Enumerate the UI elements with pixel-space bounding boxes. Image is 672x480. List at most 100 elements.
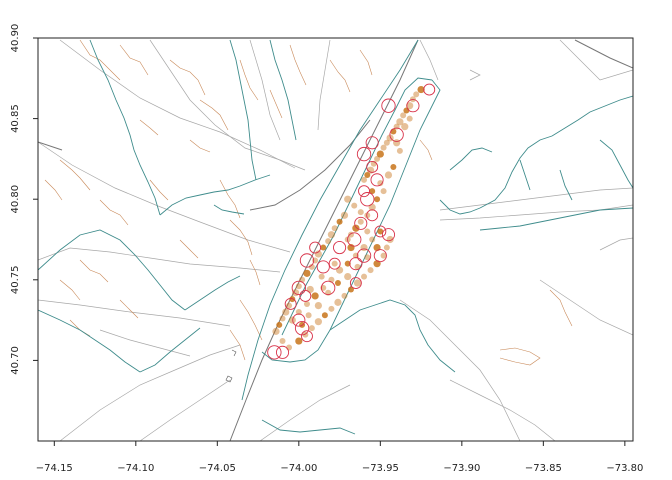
data-point (413, 91, 420, 98)
data-point (380, 144, 387, 151)
data-point (328, 305, 335, 312)
data-point (295, 337, 303, 345)
open-circle-point (333, 241, 347, 255)
data-point (364, 228, 371, 235)
data-point (400, 112, 407, 119)
data-point (336, 218, 343, 225)
open-circle-point (291, 280, 306, 296)
data-point (295, 309, 302, 316)
open-circle-point (373, 249, 387, 263)
data-point (340, 211, 349, 219)
y-tick-label: 40.90 (10, 24, 21, 53)
boundary-lines (38, 39, 633, 441)
data-point (320, 244, 327, 251)
open-circle-point (321, 280, 336, 296)
data-point (383, 244, 390, 251)
data-point (352, 224, 360, 232)
y-axis: 40.70 40.75 40.80 40.85 40.90 (10, 24, 38, 375)
open-circle-point (354, 216, 368, 230)
data-point (353, 279, 362, 287)
open-circle-point (381, 98, 396, 113)
open-circle-point (370, 173, 384, 187)
open-circle-point (374, 225, 387, 238)
data-point (377, 228, 384, 235)
open-circle-point (356, 248, 372, 263)
y-tick-label: 40.80 (10, 185, 21, 214)
highway-lines (38, 39, 633, 441)
data-point (291, 289, 300, 297)
data-point (369, 188, 376, 195)
data-point (396, 147, 403, 154)
data-point (308, 263, 315, 270)
data-point (308, 325, 315, 332)
open-circle-point (360, 192, 375, 207)
data-point (318, 273, 325, 280)
data-point (314, 301, 322, 310)
data-point (386, 235, 394, 244)
data-point (327, 231, 336, 239)
data-point (380, 252, 387, 259)
data-point (374, 196, 381, 203)
open-circle-point (347, 232, 362, 247)
data-point (314, 318, 322, 326)
shore-outline (225, 349, 237, 383)
x-tick-label: −74.10 (117, 463, 154, 474)
data-point (401, 123, 409, 131)
data-point (314, 250, 322, 258)
data-point (369, 236, 376, 243)
data-point (390, 163, 397, 170)
data-point (393, 139, 401, 147)
data-point (380, 188, 387, 195)
open-circle-point (275, 345, 290, 359)
plot-frame (37, 37, 634, 442)
data-point (286, 344, 293, 351)
open-circle-point (423, 83, 436, 96)
data-point (367, 267, 374, 274)
x-tick-label: −73.90 (443, 463, 480, 474)
data-point (305, 312, 312, 319)
open-circle-point (358, 185, 370, 198)
data-point (279, 315, 286, 322)
open-circles-layer (267, 83, 436, 360)
y-tick-label: 40.70 (10, 346, 21, 375)
data-point (311, 292, 319, 300)
data-point (361, 176, 368, 183)
data-point (351, 202, 358, 209)
data-point (396, 118, 404, 126)
data-point (334, 298, 342, 306)
open-circle-point (292, 313, 306, 327)
open-circle-point (366, 161, 379, 173)
data-point (406, 102, 414, 110)
open-circle-point (365, 136, 379, 150)
data-point (357, 218, 364, 225)
open-circle-point (316, 260, 330, 274)
y-tick-label: 40.85 (10, 104, 21, 133)
data-point (360, 243, 368, 252)
data-point (374, 155, 381, 162)
basemap-layer (38, 39, 633, 441)
x-tick-label: −74.15 (36, 463, 73, 474)
open-circle-point (406, 99, 420, 113)
data-point (331, 225, 338, 232)
data-point (417, 85, 425, 94)
data-point (366, 166, 375, 174)
data-point (341, 292, 348, 299)
open-circle-point (299, 289, 312, 302)
data-point (272, 327, 280, 335)
data-point (347, 286, 354, 293)
data-point (334, 280, 341, 287)
open-circle-point (299, 253, 315, 268)
data-point (406, 115, 413, 122)
y-tick-label: 40.75 (10, 265, 21, 294)
data-point (376, 150, 384, 158)
data-point (344, 272, 352, 281)
data-point (344, 195, 352, 203)
filled-points-layer (272, 85, 425, 351)
data-point (364, 172, 371, 179)
data-point (279, 338, 286, 345)
data-point (335, 266, 344, 274)
open-circle-point (328, 257, 341, 270)
open-circle-point (366, 209, 379, 222)
data-point (306, 285, 314, 294)
data-point (303, 300, 310, 307)
